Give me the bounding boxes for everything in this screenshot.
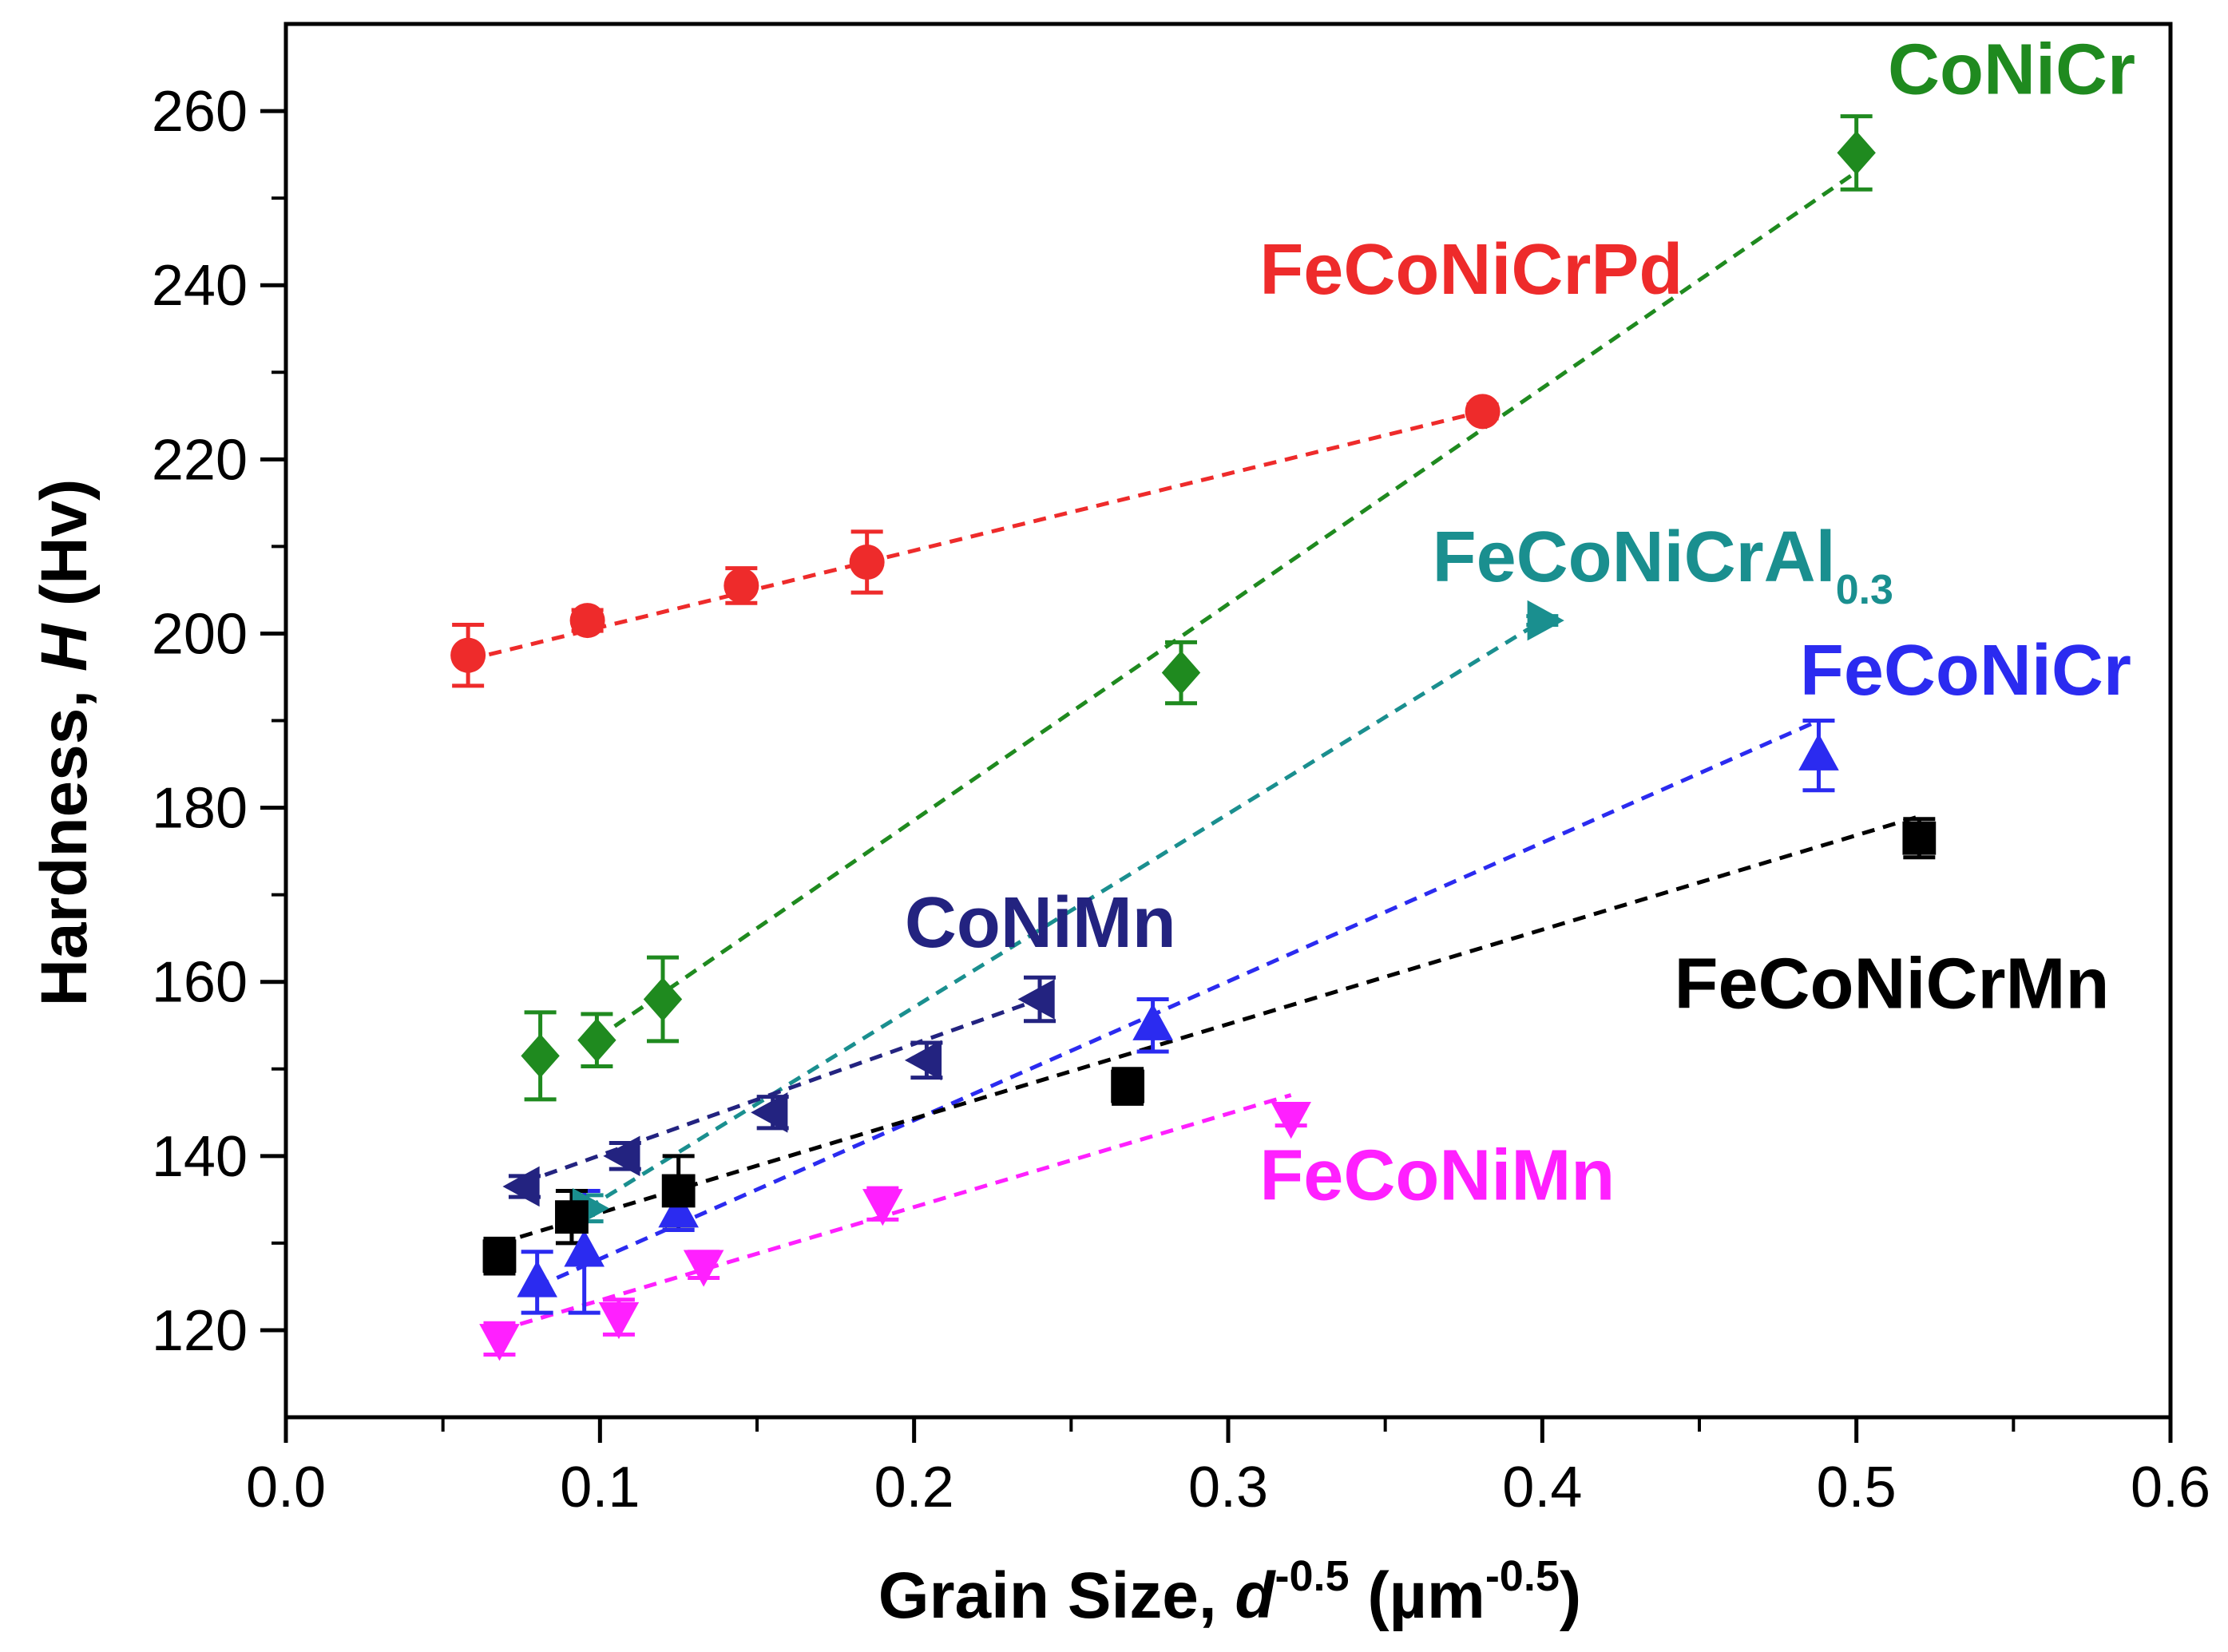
data-point-conicr [1837, 130, 1876, 175]
data-point-conicr [1161, 651, 1201, 695]
data-point-feconicr [1132, 1003, 1173, 1040]
y-tick-label: 200 [152, 602, 248, 666]
series-label-conimn: CoNiMn [905, 883, 1176, 963]
data-point-conimn [751, 1091, 788, 1133]
fit-line-feconicr [536, 719, 1820, 1289]
data-markers [450, 130, 1937, 1361]
data-point-feconicrpd [849, 545, 885, 580]
data-point-feconimn [1271, 1102, 1311, 1139]
data-point-feconicr [564, 1230, 605, 1267]
data-point-conicr [521, 1033, 560, 1078]
x-tick-label: 0.5 [1817, 1456, 1897, 1519]
data-point-feconicrpd [569, 603, 605, 639]
data-point-feconimn [479, 1324, 520, 1361]
series-label-feconicrpd: FeCoNiCrPd [1259, 230, 1683, 310]
y-tick-label: 120 [152, 1299, 248, 1363]
fit-line-conimn [524, 997, 1041, 1184]
data-point-conimn [603, 1135, 640, 1177]
x-tick-label: 0.0 [246, 1456, 326, 1519]
x-tick-label: 0.3 [1188, 1456, 1268, 1519]
y-tick-label: 160 [152, 951, 248, 1015]
x-axis-title: Grain Size, d-0.5 (µm-0.5) [878, 1552, 1581, 1632]
data-point-feconicrpd [724, 568, 759, 604]
data-point-feconicrmn [1111, 1069, 1145, 1103]
y-axis-title: Hardness, H (Hv) [28, 479, 101, 1007]
series-label-feconicrmn: FeCoNiCrMn [1675, 944, 2110, 1024]
fit-line-feconicral0-3 [586, 618, 1544, 1210]
data-point-conimn [904, 1040, 942, 1081]
x-tick-label: 0.2 [874, 1456, 954, 1519]
data-point-feconicr [1798, 733, 1839, 771]
data-point-feconicrmn [482, 1239, 517, 1274]
series-labels: FeCoNiCrPd CoNiCr FeCoNiCrAl0.3 FeCoNiCr FeC… [905, 30, 2135, 1215]
y-tick-label: 140 [152, 1125, 248, 1189]
data-point-feconimn [683, 1250, 724, 1287]
y-tick-label: 180 [152, 777, 248, 841]
data-point-feconicrmn [555, 1200, 589, 1234]
fit-line-conicr [595, 170, 1858, 1040]
x-tick-label: 0.4 [1502, 1456, 1582, 1519]
data-point-conimn [1017, 979, 1055, 1020]
data-point-feconimn [862, 1189, 903, 1226]
data-point-feconicrmn [1902, 821, 1937, 855]
error-bars [452, 114, 1936, 1357]
data-point-feconicr [658, 1190, 699, 1228]
series-label-feconicral0-3: FeCoNiCrAl0.3 [1433, 517, 1893, 613]
y-tick-label: 260 [152, 80, 248, 144]
data-point-feconicral0-3 [1527, 600, 1564, 641]
series-label-feconimn: FeCoNiMn [1259, 1135, 1615, 1215]
x-tick-label: 0.1 [560, 1456, 640, 1519]
y-tick-label: 240 [152, 254, 248, 318]
data-point-feconicrmn [661, 1174, 696, 1208]
y-tick-label: 220 [152, 428, 248, 492]
series-label-feconicr: FeCoNiCr [1800, 631, 2131, 711]
data-point-conicr [577, 1018, 616, 1063]
data-point-feconimn [598, 1301, 640, 1340]
series-label-conicr: CoNiCr [1888, 30, 2135, 109]
fit-line-feconicrmn [498, 814, 1921, 1246]
x-tick-label: 0.6 [2131, 1456, 2210, 1519]
fit-lines [467, 170, 1921, 1333]
data-point-feconicrpd [1465, 394, 1501, 430]
axes: 0.0 0.1 0.2 0.3 0.4 0.5 0.6 120 140 160 180 200 220 2… [152, 22, 2210, 1519]
data-point-feconicr [517, 1260, 557, 1297]
fit-line-feconimn [498, 1093, 1292, 1333]
fit-line-feconicrpd [467, 409, 1484, 662]
data-point-feconicrpd [450, 637, 486, 673]
data-point-conimn [502, 1166, 540, 1207]
data-point-conicr [643, 977, 683, 1021]
